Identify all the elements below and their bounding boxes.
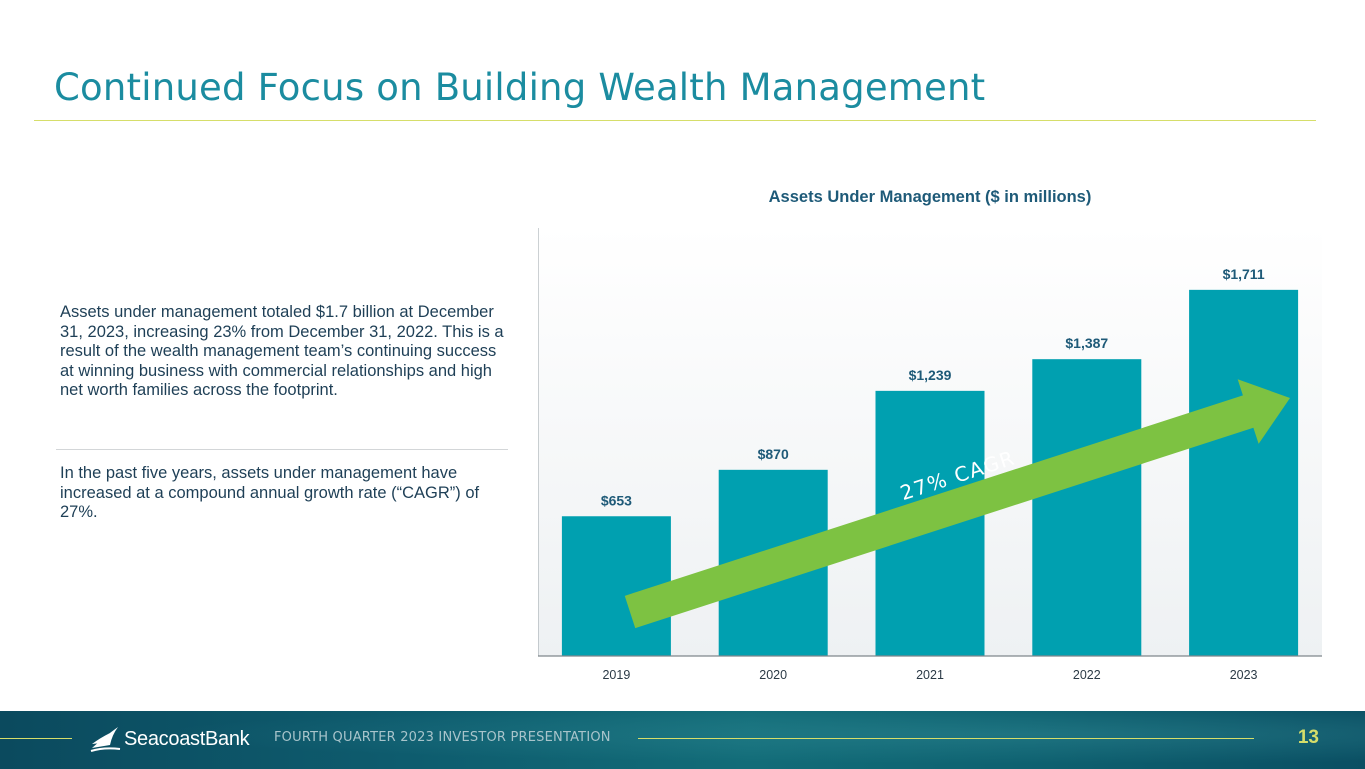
cagr-arrow-shape xyxy=(624,379,1290,629)
x-tick-2021: 2021 xyxy=(916,668,944,682)
page-number: 13 xyxy=(1297,727,1319,748)
chart-title: Assets Under Management ($ in millions) xyxy=(768,188,1092,206)
aum-bar-chart: $653$870$1,239$1,387$1,711 27% CAGR 2019… xyxy=(538,226,1322,682)
value-label-2023: $1,711 xyxy=(1223,266,1265,282)
paragraph-divider xyxy=(56,449,508,450)
summary-paragraph: Assets under management totaled $1.7 bil… xyxy=(60,303,504,399)
value-label-2022: $1,387 xyxy=(1065,335,1108,351)
cagr-paragraph: In the past five years, assets under man… xyxy=(60,464,480,521)
value-label-2019: $653 xyxy=(601,492,632,508)
x-tick-2019: 2019 xyxy=(602,668,630,682)
bar-2023 xyxy=(1189,289,1299,656)
bar-2019 xyxy=(561,516,671,656)
footer-line-left xyxy=(0,738,72,739)
footer-bar: SeacoastBank FOURTH QUARTER 2023 INVESTO… xyxy=(0,711,1365,769)
seacoast-bank-logo: SeacoastBank xyxy=(90,723,250,753)
sailboat-icon xyxy=(90,727,121,752)
x-tick-2020: 2020 xyxy=(759,668,787,682)
footer-texture xyxy=(0,711,1365,769)
presentation-label: FOURTH QUARTER 2023 INVESTOR PRESENTATIO… xyxy=(274,730,611,745)
value-label-2020: $870 xyxy=(758,446,789,462)
x-tick-2023: 2023 xyxy=(1230,668,1258,682)
bar-2022 xyxy=(1032,359,1142,656)
title-divider xyxy=(34,120,1316,121)
logo-wordmark: SeacoastBank xyxy=(124,728,250,750)
x-tick-2022: 2022 xyxy=(1073,668,1101,682)
value-label-2021: $1,239 xyxy=(909,367,952,383)
footer-line-right xyxy=(638,738,1254,739)
page-title: Continued Focus on Building Wealth Manag… xyxy=(54,66,986,109)
